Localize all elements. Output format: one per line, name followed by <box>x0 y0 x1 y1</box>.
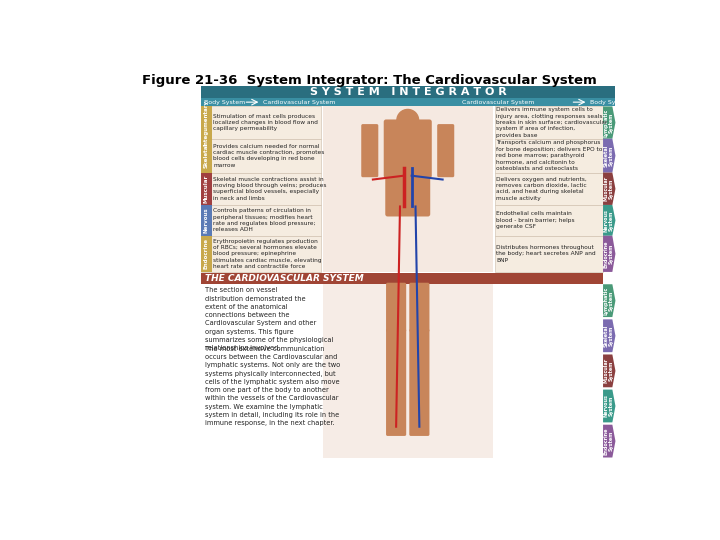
Polygon shape <box>603 354 616 387</box>
Text: Delivers oxygen and nutrients,
removes carbon dioxide, lactic
acid, and heat dur: Delivers oxygen and nutrients, removes c… <box>496 177 587 201</box>
FancyBboxPatch shape <box>495 205 603 236</box>
FancyBboxPatch shape <box>201 236 321 272</box>
FancyBboxPatch shape <box>495 106 603 139</box>
Text: THE CARDIOVASCULAR SYSTEM: THE CARDIOVASCULAR SYSTEM <box>205 274 364 284</box>
Text: Skeletal: Skeletal <box>204 143 209 168</box>
Text: Skeletal muscle contractions assist in
moving blood through veins; produces
supe: Skeletal muscle contractions assist in m… <box>213 177 327 201</box>
FancyBboxPatch shape <box>201 173 321 205</box>
Polygon shape <box>603 205 616 236</box>
FancyBboxPatch shape <box>201 205 321 236</box>
Text: Lymphatic
System: Lymphatic System <box>603 287 613 315</box>
FancyBboxPatch shape <box>437 124 454 177</box>
Polygon shape <box>603 236 616 272</box>
Text: Controls patterns of circulation in
peripheral tissues; modifies heart
rate and : Controls patterns of circulation in peri… <box>213 208 316 232</box>
FancyBboxPatch shape <box>201 98 616 106</box>
Text: Delivers immune system cells to
injury area, clotting responses seals
breaks in : Delivers immune system cells to injury a… <box>496 107 608 138</box>
FancyBboxPatch shape <box>323 106 493 272</box>
Polygon shape <box>603 139 616 173</box>
FancyBboxPatch shape <box>201 284 603 457</box>
FancyBboxPatch shape <box>409 329 429 436</box>
Polygon shape <box>603 106 616 139</box>
Text: Muscular
System: Muscular System <box>603 359 613 383</box>
Text: Nervous: Nervous <box>204 207 209 233</box>
FancyBboxPatch shape <box>384 119 432 178</box>
Text: Skeletal
System: Skeletal System <box>603 325 613 347</box>
Polygon shape <box>603 319 616 352</box>
Text: Endocrine
System: Endocrine System <box>603 240 613 268</box>
FancyBboxPatch shape <box>386 283 406 332</box>
Text: The section on vessel
distribution demonstrated the
extent of the anatomical
con: The section on vessel distribution demon… <box>205 287 334 351</box>
Text: Cardiovascular System: Cardiovascular System <box>263 100 336 105</box>
Text: Provides calcium needed for normal
cardiac muscle contraction, promotes
blood ce: Provides calcium needed for normal cardi… <box>213 144 325 168</box>
Text: Endocrine: Endocrine <box>204 238 209 269</box>
FancyBboxPatch shape <box>201 173 212 205</box>
Text: Endocrine
System: Endocrine System <box>603 427 613 455</box>
Text: The most extensive communication
occurs between the Cardiovascular and
lymphatic: The most extensive communication occurs … <box>205 346 341 426</box>
FancyBboxPatch shape <box>495 139 603 173</box>
Text: Erythropoietin regulates production
of RBCs; several hormones elevate
blood pres: Erythropoietin regulates production of R… <box>213 239 322 269</box>
Text: Distributes hormones throughout
the body; heart secretes ANP and
BNP: Distributes hormones throughout the body… <box>496 245 595 263</box>
Polygon shape <box>603 389 616 422</box>
Text: Body System: Body System <box>590 100 631 105</box>
FancyBboxPatch shape <box>495 173 603 205</box>
Text: Nervous
System: Nervous System <box>603 395 613 417</box>
FancyBboxPatch shape <box>495 236 603 272</box>
Polygon shape <box>603 424 616 457</box>
Text: Body System: Body System <box>204 100 246 105</box>
FancyBboxPatch shape <box>201 139 212 173</box>
FancyBboxPatch shape <box>201 236 212 272</box>
Text: Figure 21-36  System Integrator: The Cardiovascular System: Figure 21-36 System Integrator: The Card… <box>142 74 596 87</box>
FancyBboxPatch shape <box>201 106 212 139</box>
Polygon shape <box>603 173 616 205</box>
Text: Nervous
System: Nervous System <box>603 209 613 232</box>
Text: Stimulation of mast cells produces
localized changes in blood flow and
capillary: Stimulation of mast cells produces local… <box>213 113 318 131</box>
Text: Muscular: Muscular <box>204 174 209 203</box>
Circle shape <box>397 110 418 131</box>
FancyBboxPatch shape <box>201 205 212 236</box>
Text: Muscular
System: Muscular System <box>603 176 613 201</box>
Text: Skeletal
System: Skeletal System <box>603 145 613 167</box>
FancyBboxPatch shape <box>201 85 616 98</box>
FancyBboxPatch shape <box>409 283 429 332</box>
FancyBboxPatch shape <box>201 139 321 173</box>
Text: S Y S T E M   I N T E G R A T O R: S Y S T E M I N T E G R A T O R <box>310 87 506 97</box>
Text: Integumentary: Integumentary <box>204 99 209 146</box>
FancyBboxPatch shape <box>201 273 603 284</box>
FancyBboxPatch shape <box>201 106 321 139</box>
Text: Transports calcium and phosphorus
for bone deposition; delivers EPO to
red bone : Transports calcium and phosphorus for bo… <box>496 140 603 171</box>
FancyBboxPatch shape <box>323 284 493 457</box>
Text: Cardiovascular System: Cardiovascular System <box>462 100 535 105</box>
Text: Lymphatic
System: Lymphatic System <box>603 109 613 137</box>
FancyBboxPatch shape <box>361 124 378 177</box>
Polygon shape <box>603 284 616 317</box>
FancyBboxPatch shape <box>386 329 406 436</box>
Text: Endothelial cells maintain
blood - brain barrier; helps
generate CSF: Endothelial cells maintain blood - brain… <box>496 212 575 230</box>
FancyBboxPatch shape <box>385 170 431 217</box>
